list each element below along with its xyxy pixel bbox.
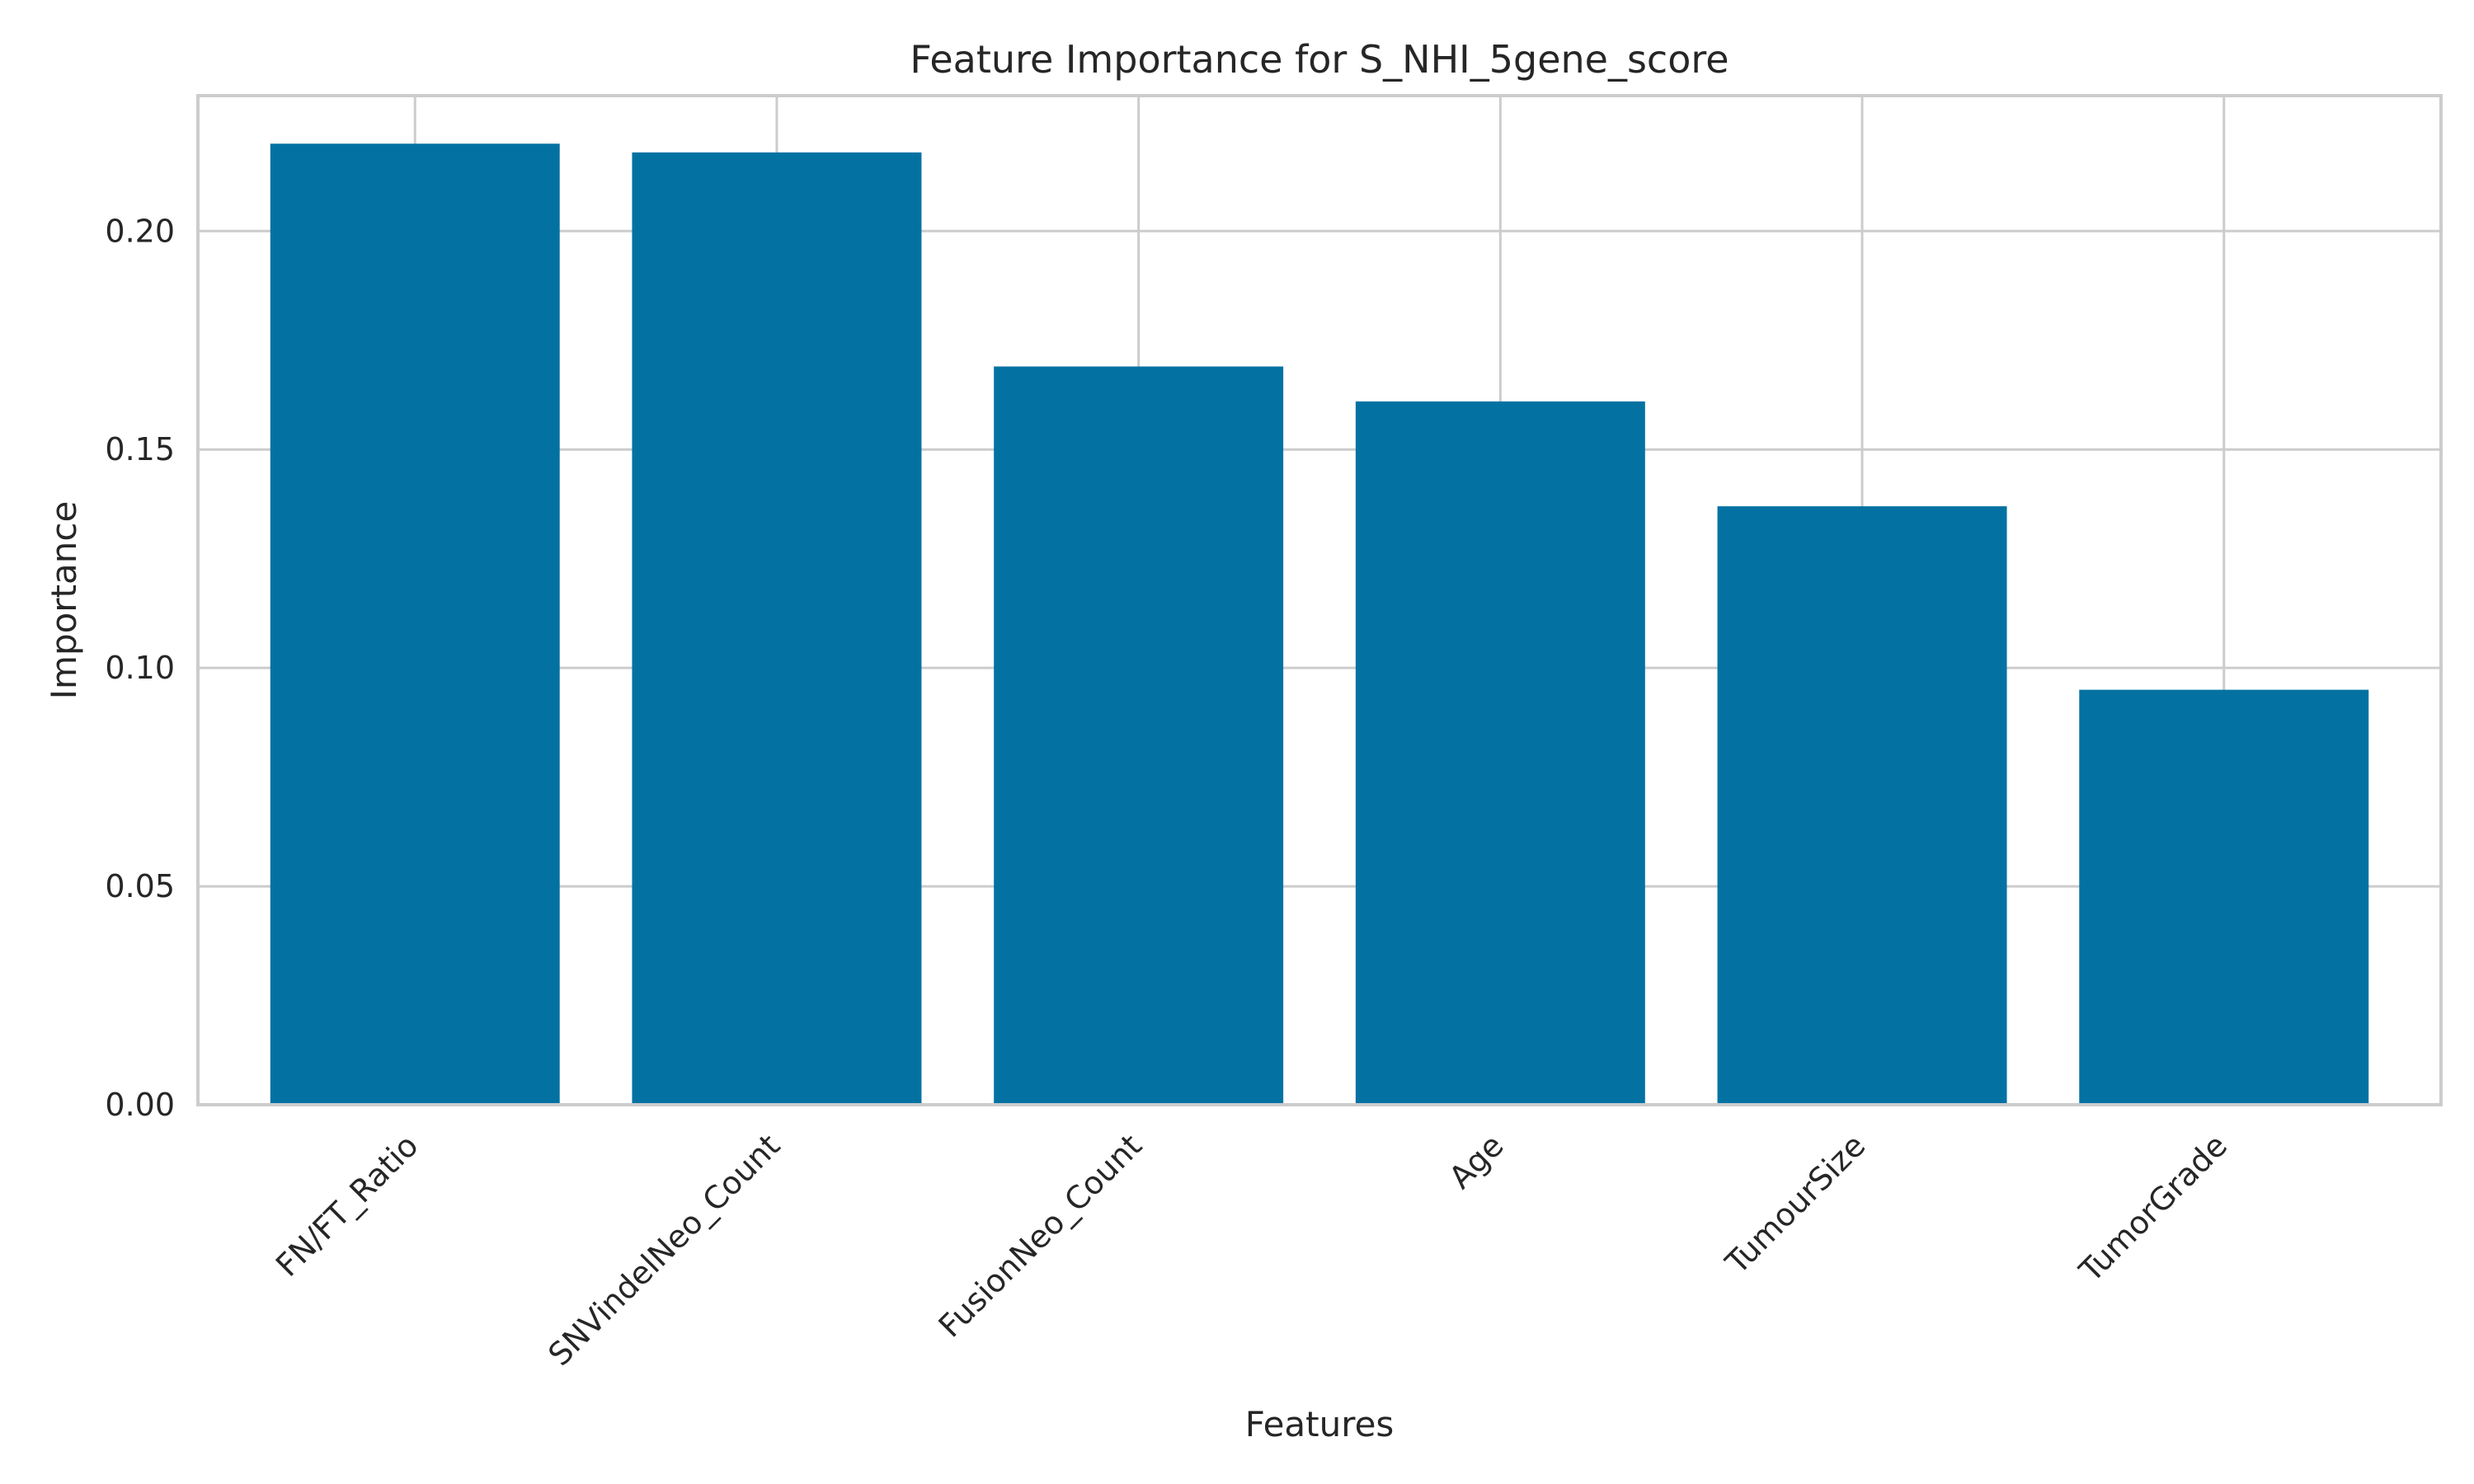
chart-title: Feature Importance for S_NHI_5gene_score (910, 37, 1729, 82)
x-axis-label: Features (1245, 1404, 1395, 1444)
plot-area-border (196, 94, 2443, 1106)
x-axis-ticks: FN/FT_Ratio SNVindelNeo_Count FusionNeo_Co… (269, 1127, 2234, 1373)
y-tick-label: 0.00 (105, 1087, 175, 1123)
y-tick-label: 0.15 (105, 431, 175, 467)
bar-fusionneo-count (994, 366, 1284, 1105)
y-axis-label: Importance (44, 501, 84, 700)
x-tick-label: FusionNeo_Count (932, 1127, 1149, 1344)
y-tick-label: 0.05 (105, 868, 175, 904)
bar-tumorgrade (2079, 689, 2369, 1105)
bar-fn-ft-ratio (270, 143, 560, 1105)
y-axis-ticks: 0.00 0.05 0.10 0.15 0.20 (105, 213, 175, 1123)
bar-age (1355, 401, 1645, 1106)
bar-snvindelneo-count (632, 152, 922, 1106)
x-tick-label: FN/FT_Ratio (269, 1127, 426, 1284)
y-tick-label: 0.20 (105, 213, 175, 249)
y-tick-label: 0.10 (105, 650, 175, 686)
x-tick-label: SNVindelNeo_Count (541, 1127, 787, 1373)
x-tick-label: TumourSize (1718, 1127, 1872, 1281)
x-tick-label: Age (1442, 1127, 1511, 1195)
bar-tumoursize (1717, 506, 2007, 1105)
bars (270, 143, 2369, 1106)
x-tick-label: TumorGrade (2072, 1127, 2234, 1289)
